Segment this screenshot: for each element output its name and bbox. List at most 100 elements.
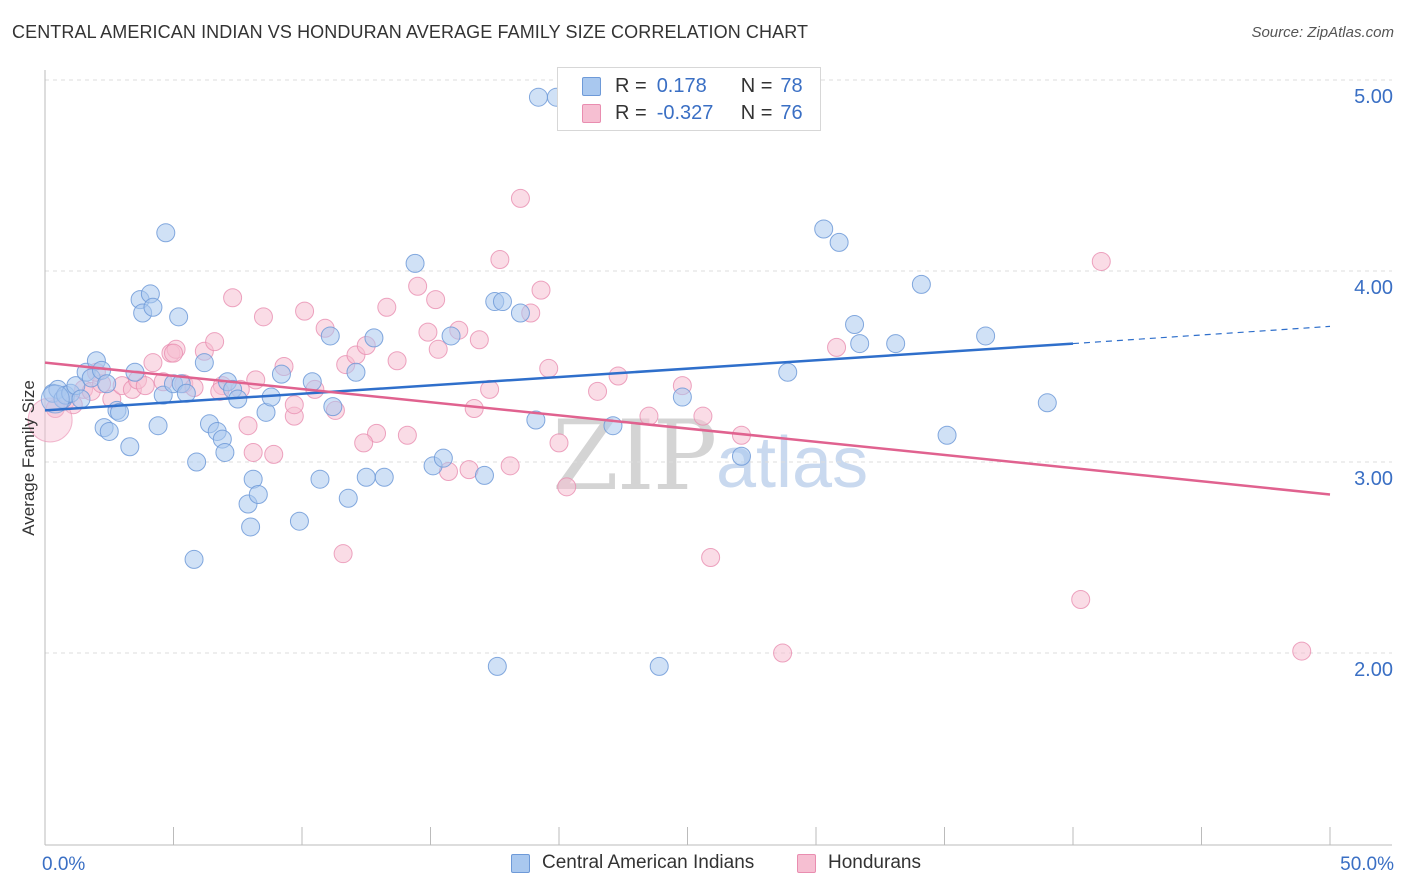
data-point-honduran <box>377 297 397 317</box>
y-tick-label: 5.00 <box>1354 86 1393 108</box>
data-point-honduran <box>253 307 273 327</box>
data-point-central-american-indian <box>829 232 849 252</box>
data-point-central-american-indian <box>778 362 798 382</box>
data-point-honduran <box>164 343 183 363</box>
trend-line-hondurans <box>44 361 1331 496</box>
data-point-honduran <box>143 353 163 373</box>
data-point-central-american-indian <box>148 416 168 436</box>
data-point-honduran <box>588 381 608 401</box>
data-point-central-american-indian <box>487 656 507 676</box>
data-point-honduran <box>490 250 510 270</box>
data-point-honduran <box>333 544 353 564</box>
data-point-honduran <box>428 339 448 359</box>
data-point-central-american-indian <box>110 402 130 422</box>
data-point-honduran <box>500 456 520 476</box>
data-point-honduran <box>531 280 551 300</box>
chart-title: CENTRAL AMERICAN INDIAN VS HONDURAN AVER… <box>12 22 809 42</box>
data-point-central-american-indian <box>850 334 870 354</box>
x-tick-label: 50.0% <box>1340 854 1394 875</box>
data-point-honduran <box>264 444 284 464</box>
data-point-central-american-indian <box>492 292 512 312</box>
data-point-central-american-indian <box>845 314 865 334</box>
trend-line-central-american-indians-extension <box>1072 325 1331 345</box>
data-point-central-american-indian <box>526 410 546 430</box>
data-point-honduran <box>284 395 304 415</box>
data-point-central-american-indian <box>289 511 309 531</box>
data-point-central-american-indian <box>441 326 461 346</box>
data-point-honduran <box>387 351 407 371</box>
data-point-central-american-indian <box>187 452 207 472</box>
data-point-central-american-indian <box>99 421 119 441</box>
data-point-central-american-indian <box>302 372 322 392</box>
source-label: Source: ZipAtlas.com <box>1251 24 1394 41</box>
bottom-legend-label: Central American Indians <box>542 852 755 873</box>
data-point-honduran <box>397 425 417 445</box>
data-point-honduran <box>773 643 793 663</box>
data-point-honduran <box>408 276 428 296</box>
legend-n-value: 76 <box>780 101 803 124</box>
data-point-central-american-indian <box>323 397 343 417</box>
data-point-central-american-indian <box>194 353 214 373</box>
data-point-central-american-indian <box>338 488 358 508</box>
legend-swatch-pink <box>582 103 601 123</box>
data-point-central-american-indian <box>814 219 834 239</box>
y-tick-label: 3.00 <box>1354 468 1393 490</box>
data-point-central-american-indian <box>156 223 176 243</box>
axis-labels: 2.00 3.00 4.00 5.00 0.0% 50.0% Average Family … <box>19 86 1394 875</box>
data-point-honduran <box>693 406 713 426</box>
data-point-central-american-indian <box>1037 393 1057 413</box>
data-point-central-american-indian <box>672 387 692 407</box>
data-point-honduran <box>243 442 263 462</box>
axes <box>44 70 1392 846</box>
data-point-honduran <box>418 322 438 342</box>
bottom-legend-swatch-blue <box>511 853 530 873</box>
data-point-central-american-indian <box>510 303 530 323</box>
data-point-central-american-indian <box>271 364 291 384</box>
bottom-legend-label: Hondurans <box>828 852 921 873</box>
data-point-honduran <box>1292 641 1312 661</box>
data-point-honduran <box>367 423 387 443</box>
data-point-central-american-indian <box>356 467 376 487</box>
data-point-honduran <box>469 330 489 350</box>
trend-line-central-american-indians <box>44 342 1074 412</box>
data-point-central-american-indian <box>364 328 384 348</box>
correlation-legend: R = 0.178 N = 78 R = -0.327 N = 76 <box>557 67 821 131</box>
trend-lines <box>44 325 1331 496</box>
data-point-honduran <box>426 290 446 310</box>
data-point-honduran <box>827 337 847 357</box>
legend-swatch-blue <box>582 76 601 96</box>
data-point-honduran <box>295 301 315 321</box>
data-point-central-american-indian <box>310 469 330 489</box>
legend-r-label: R = <box>615 74 647 97</box>
bottom-legend-swatch-pink <box>797 853 816 873</box>
legend-r-value: 0.178 <box>656 74 707 97</box>
legend-row-central-american-indians: R = 0.178 N = 78 <box>582 73 803 99</box>
data-point-honduran <box>238 416 258 436</box>
data-point-honduran <box>1091 251 1111 271</box>
data-point-honduran <box>549 433 569 453</box>
data-point-central-american-indian <box>176 383 196 403</box>
data-point-central-american-indian <box>184 549 204 569</box>
legend-n-label: N = <box>740 74 773 97</box>
data-point-central-american-indian <box>433 448 453 468</box>
data-point-honduran <box>608 366 628 386</box>
data-point-central-american-indian <box>346 362 366 382</box>
data-point-honduran <box>510 188 530 208</box>
legend-r-value: -0.327 <box>656 101 714 124</box>
data-point-central-american-indian <box>374 467 394 487</box>
data-point-central-american-indian <box>731 446 751 466</box>
x-tick-label: 0.0% <box>42 854 85 875</box>
legend-n-value: 78 <box>780 74 803 97</box>
y-tick-label: 4.00 <box>1354 277 1393 299</box>
data-point-central-american-indian <box>474 465 494 485</box>
data-point-central-american-indian-large <box>40 384 70 414</box>
data-point-honduran <box>223 288 243 308</box>
y-axis-label: Average Family Size <box>19 380 38 536</box>
data-point-central-american-indian <box>649 656 669 676</box>
data-point-central-american-indian <box>937 425 957 445</box>
data-point-honduran <box>557 477 577 497</box>
data-point-honduran <box>205 332 225 352</box>
data-point-honduran <box>1071 590 1091 610</box>
data-point-central-american-indian <box>97 374 117 394</box>
